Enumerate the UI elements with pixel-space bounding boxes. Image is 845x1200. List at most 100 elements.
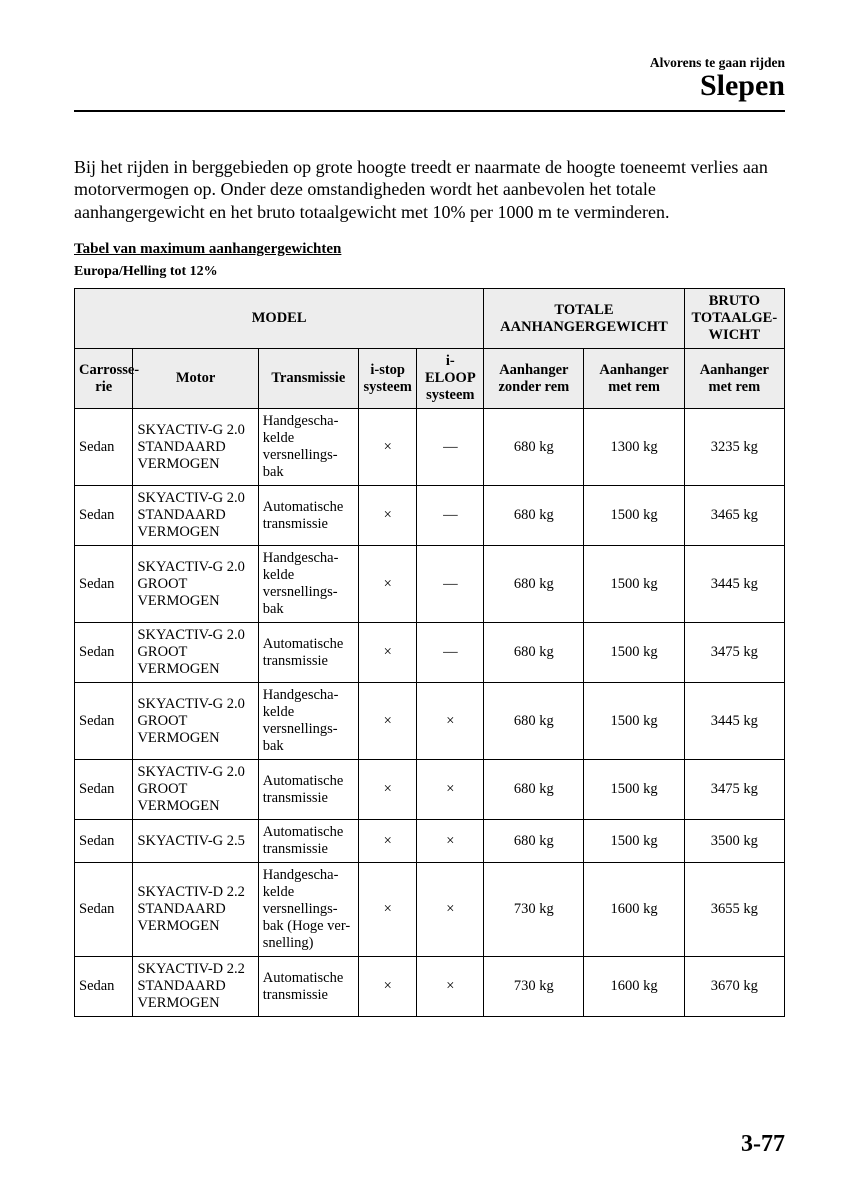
table-row: SedanSKYACTIV-G 2.0 STANDAARD VERMOGENHa…: [75, 409, 785, 486]
cell-bruto: 3655 kg: [684, 863, 784, 957]
th-bruto: BRUTO TOTAALGE-WICHT: [684, 289, 784, 349]
th-motor: Motor: [133, 349, 258, 409]
cell-met-rem: 1500 kg: [584, 546, 684, 623]
th-totale: TOTALE AANHANGERGEWICHT: [484, 289, 684, 349]
cell-ieloop: —: [417, 546, 484, 623]
th-bruto-met-rem: Aanhanger met rem: [684, 349, 784, 409]
cell-zonder-rem: 680 kg: [484, 683, 584, 760]
cell-body: Sedan: [75, 546, 133, 623]
cell-motor: SKYACTIV-G 2.0 STANDAARD VERMOGEN: [133, 486, 258, 546]
cell-ieloop: —: [417, 623, 484, 683]
cell-met-rem: 1500 kg: [584, 820, 684, 863]
cell-istop: ×: [358, 863, 416, 957]
cell-met-rem: 1500 kg: [584, 683, 684, 760]
cell-bruto: 3475 kg: [684, 623, 784, 683]
cell-transmissie: Handgescha-kelde versnellings-bak: [258, 546, 358, 623]
cell-transmissie: Automatische transmissie: [258, 623, 358, 683]
cell-met-rem: 1500 kg: [584, 623, 684, 683]
cell-ieloop: ×: [417, 760, 484, 820]
cell-istop: ×: [358, 820, 416, 863]
table-row: SedanSKYACTIV-D 2.2 STANDAARD VERMOGENAu…: [75, 957, 785, 1017]
cell-bruto: 3235 kg: [684, 409, 784, 486]
cell-body: Sedan: [75, 409, 133, 486]
cell-motor: SKYACTIV-D 2.2 STANDAARD VERMOGEN: [133, 863, 258, 957]
cell-motor: SKYACTIV-G 2.0 GROOT VERMOGEN: [133, 623, 258, 683]
table-row: SedanSKYACTIV-G 2.0 STANDAARD VERMOGENAu…: [75, 486, 785, 546]
table-row: SedanSKYACTIV-G 2.0 GROOT VERMOGENHandge…: [75, 683, 785, 760]
cell-ieloop: ×: [417, 683, 484, 760]
spec-table: MODEL TOTALE AANHANGERGEWICHT BRUTO TOTA…: [74, 288, 785, 1017]
table-row: SedanSKYACTIV-G 2.0 GROOT VERMOGENAutoma…: [75, 760, 785, 820]
cell-istop: ×: [358, 957, 416, 1017]
cell-transmissie: Handgescha-kelde versnellings-bak: [258, 683, 358, 760]
cell-zonder-rem: 680 kg: [484, 623, 584, 683]
th-zonder-rem: Aanhanger zonder rem: [484, 349, 584, 409]
cell-body: Sedan: [75, 486, 133, 546]
cell-bruto: 3465 kg: [684, 486, 784, 546]
region-label: Europa/Helling tot 12%: [74, 264, 785, 280]
cell-ieloop: ×: [417, 820, 484, 863]
cell-istop: ×: [358, 546, 416, 623]
th-istop: i-stop systeem: [358, 349, 416, 409]
table-title: Tabel van maximum aanhangergewichten: [74, 241, 785, 258]
cell-ieloop: ×: [417, 957, 484, 1017]
table-body: SedanSKYACTIV-G 2.0 STANDAARD VERMOGENHa…: [75, 409, 785, 1017]
cell-transmissie: Automatische transmissie: [258, 486, 358, 546]
cell-istop: ×: [358, 683, 416, 760]
cell-body: Sedan: [75, 623, 133, 683]
cell-transmissie: Handgescha-kelde versnellings-bak: [258, 409, 358, 486]
cell-zonder-rem: 680 kg: [484, 820, 584, 863]
cell-bruto: 3500 kg: [684, 820, 784, 863]
th-ieloop: i-ELOOP systeem: [417, 349, 484, 409]
table-row: SedanSKYACTIV-G 2.0 GROOT VERMOGENAutoma…: [75, 623, 785, 683]
th-carrosserie: Carrosse-rie: [75, 349, 133, 409]
intro-paragraph: Bij het rijden in berggebieden op grote …: [74, 156, 785, 224]
cell-istop: ×: [358, 486, 416, 546]
cell-met-rem: 1500 kg: [584, 486, 684, 546]
cell-met-rem: 1600 kg: [584, 957, 684, 1017]
cell-met-rem: 1300 kg: [584, 409, 684, 486]
cell-istop: ×: [358, 760, 416, 820]
cell-motor: SKYACTIV-G 2.0 GROOT VERMOGEN: [133, 683, 258, 760]
page-title: Slepen: [74, 70, 785, 102]
cell-zonder-rem: 680 kg: [484, 760, 584, 820]
cell-transmissie: Automatische transmissie: [258, 760, 358, 820]
header-divider: [74, 110, 785, 112]
cell-transmissie: Automatische transmissie: [258, 957, 358, 1017]
cell-body: Sedan: [75, 760, 133, 820]
cell-motor: SKYACTIV-D 2.2 STANDAARD VERMOGEN: [133, 957, 258, 1017]
cell-ieloop: —: [417, 486, 484, 546]
cell-zonder-rem: 680 kg: [484, 546, 584, 623]
cell-istop: ×: [358, 623, 416, 683]
table-row: SedanSKYACTIV-G 2.5Automatische transmis…: [75, 820, 785, 863]
cell-met-rem: 1600 kg: [584, 863, 684, 957]
page-number: 3-77: [741, 1131, 785, 1158]
breadcrumb: Alvorens te gaan rijden: [74, 56, 785, 70]
cell-bruto: 3445 kg: [684, 683, 784, 760]
cell-zonder-rem: 680 kg: [484, 486, 584, 546]
cell-motor: SKYACTIV-G 2.0 GROOT VERMOGEN: [133, 546, 258, 623]
th-transmissie: Transmissie: [258, 349, 358, 409]
cell-zonder-rem: 680 kg: [484, 409, 584, 486]
cell-body: Sedan: [75, 957, 133, 1017]
cell-motor: SKYACTIV-G 2.5: [133, 820, 258, 863]
cell-body: Sedan: [75, 683, 133, 760]
table-row: SedanSKYACTIV-G 2.0 GROOT VERMOGENHandge…: [75, 546, 785, 623]
cell-zonder-rem: 730 kg: [484, 863, 584, 957]
cell-body: Sedan: [75, 820, 133, 863]
cell-bruto: 3475 kg: [684, 760, 784, 820]
cell-transmissie: Automatische transmissie: [258, 820, 358, 863]
cell-body: Sedan: [75, 863, 133, 957]
cell-transmissie: Handgescha-kelde versnellings-bak (Hoge …: [258, 863, 358, 957]
cell-bruto: 3445 kg: [684, 546, 784, 623]
cell-bruto: 3670 kg: [684, 957, 784, 1017]
cell-zonder-rem: 730 kg: [484, 957, 584, 1017]
page-header: Alvorens te gaan rijden Slepen: [74, 56, 785, 102]
th-met-rem: Aanhanger met rem: [584, 349, 684, 409]
cell-ieloop: —: [417, 409, 484, 486]
cell-motor: SKYACTIV-G 2.0 GROOT VERMOGEN: [133, 760, 258, 820]
table-row: SedanSKYACTIV-D 2.2 STANDAARD VERMOGENHa…: [75, 863, 785, 957]
cell-met-rem: 1500 kg: [584, 760, 684, 820]
cell-istop: ×: [358, 409, 416, 486]
cell-ieloop: ×: [417, 863, 484, 957]
